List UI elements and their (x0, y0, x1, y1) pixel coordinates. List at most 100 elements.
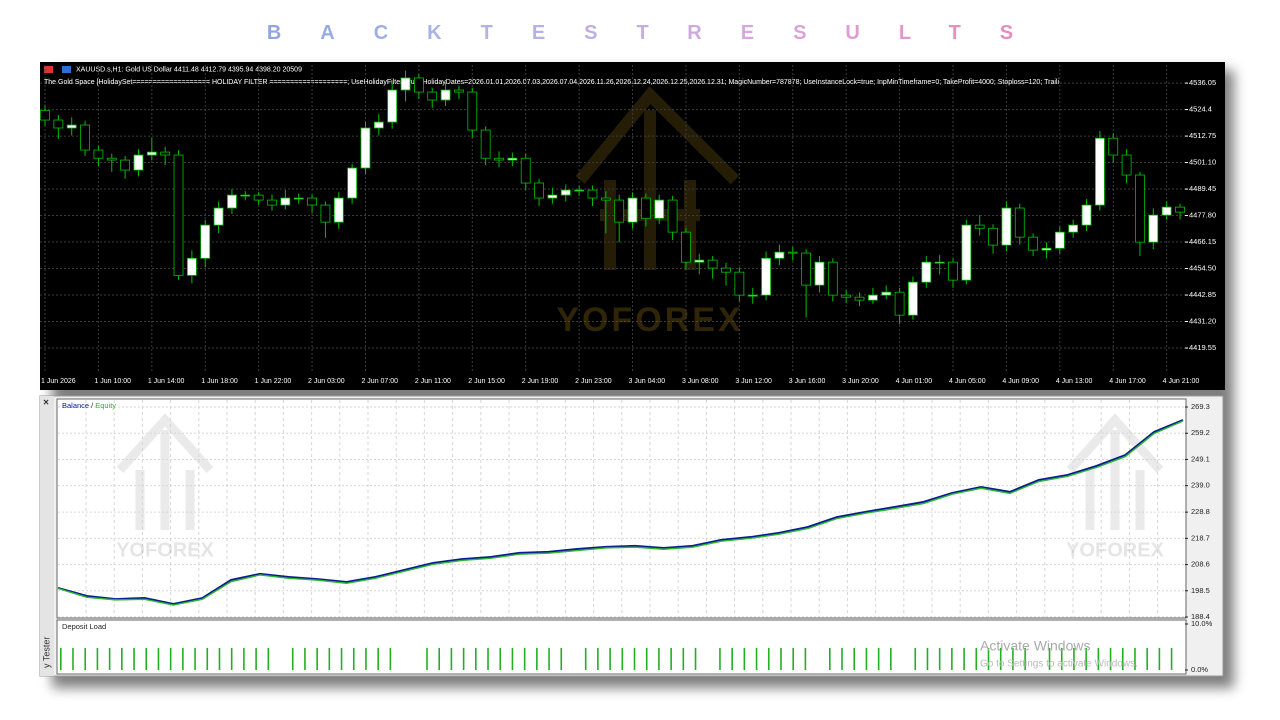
bar (975, 647, 978, 670)
bar (597, 647, 599, 670)
bar (304, 647, 306, 670)
y-tick-label: 218.7 (1191, 533, 1210, 542)
candle-body (721, 267, 731, 273)
bar (633, 647, 636, 670)
bar (719, 647, 721, 670)
x-tick-label: 3 Jun 04:00 (629, 378, 666, 385)
x-tick-label: 4 Jun 05:00 (949, 378, 986, 385)
legend-label: Equity (95, 401, 116, 410)
bar (780, 647, 782, 670)
candle-body (293, 197, 304, 200)
y-tick-label: 259.2 (1191, 428, 1210, 437)
candle-body (253, 194, 264, 201)
bar (1158, 647, 1161, 670)
bar (145, 647, 148, 670)
y-tick-label: 249.1 (1191, 454, 1210, 463)
candle-body (841, 294, 852, 298)
candle-body (1135, 174, 1145, 243)
x-tick-label: 4 Jun 13:00 (1056, 378, 1093, 385)
bar (914, 647, 917, 670)
bar (951, 647, 953, 670)
candle-body (574, 189, 585, 192)
candle-body (801, 252, 812, 286)
indicator-info: The Gold Space [HolidaySet==============… (44, 79, 1059, 86)
candle-body (200, 224, 211, 259)
candle-body (400, 77, 411, 91)
candle-body (814, 261, 825, 286)
y-tick-label: 198.5 (1191, 586, 1210, 595)
x-tick-label: 3 Jun 16:00 (789, 378, 826, 385)
bar (621, 647, 624, 670)
candle-body (440, 89, 451, 101)
bar (755, 647, 758, 670)
x-tick-label: 4 Jun 17:00 (1109, 378, 1146, 385)
close-button[interactable]: × (43, 398, 49, 409)
watermark-text: YOFOREX (1066, 539, 1164, 561)
x-tick-label: 1 Jun 14:00 (148, 378, 185, 385)
bar (865, 647, 868, 670)
candle-body (881, 291, 892, 296)
candle-body (1081, 204, 1092, 226)
x-tick-label: 4 Jun 01:00 (896, 378, 933, 385)
candle-body (827, 261, 838, 296)
candle-body (747, 294, 758, 297)
candle-body (908, 281, 918, 316)
candle-body (867, 294, 878, 301)
candle-body (734, 271, 745, 296)
side-tab-label[interactable]: y Tester (41, 637, 51, 668)
bar (255, 647, 257, 670)
candle-body (988, 227, 998, 246)
candle-body (133, 154, 144, 171)
x-tick-label: 2 Jun 19:00 (522, 378, 559, 385)
side-tab-bar (40, 396, 54, 676)
bar (72, 647, 74, 670)
bar (462, 647, 465, 670)
bar (291, 647, 294, 670)
candle-body (1121, 154, 1132, 176)
candle-body (213, 207, 224, 226)
bar (792, 647, 794, 670)
bar (743, 647, 746, 670)
candle-body (520, 157, 531, 184)
bar (487, 647, 489, 670)
plots: 4536.05 4524.4 4512.75 4501.10 4489.45 4477.8… (40, 65, 1216, 674)
bar (682, 647, 685, 670)
legend-separator: / (91, 401, 94, 410)
bar (1073, 647, 1075, 670)
candle-body (1148, 214, 1159, 243)
watermark-text: YOFOREX (556, 301, 743, 339)
candle-body (240, 194, 251, 197)
candle-body (467, 91, 478, 131)
bar (841, 647, 843, 670)
bar (1146, 647, 1148, 670)
candle-body (774, 251, 785, 259)
y-tick-label: 239.0 (1191, 481, 1210, 490)
bar (1085, 647, 1087, 670)
bar (609, 647, 611, 670)
bar (853, 647, 856, 670)
candle-body (320, 204, 331, 223)
candle-body (1054, 231, 1065, 249)
page-title: BACKTEST RESULTS (0, 22, 1280, 45)
y-tick-label: 0.0% (1191, 665, 1208, 674)
candle-body (507, 157, 518, 161)
bar (536, 647, 538, 670)
y-tick-label: 228.8 (1191, 507, 1210, 516)
candle-body (80, 124, 90, 151)
candle-body (387, 89, 398, 123)
candle-body (934, 261, 945, 264)
candle-body (707, 259, 718, 269)
candle-body (1175, 206, 1185, 213)
bar (96, 647, 99, 670)
bar (1024, 647, 1026, 670)
candle-body (160, 151, 171, 156)
bar (645, 647, 648, 670)
candle-body (614, 199, 625, 223)
bar (169, 647, 172, 670)
candle-body (186, 257, 197, 276)
candle-body (173, 154, 184, 276)
bar (438, 647, 441, 670)
candle-body (1001, 207, 1012, 246)
candle-body (1108, 137, 1119, 156)
y-tick-label: 4442.85 (1189, 290, 1216, 299)
